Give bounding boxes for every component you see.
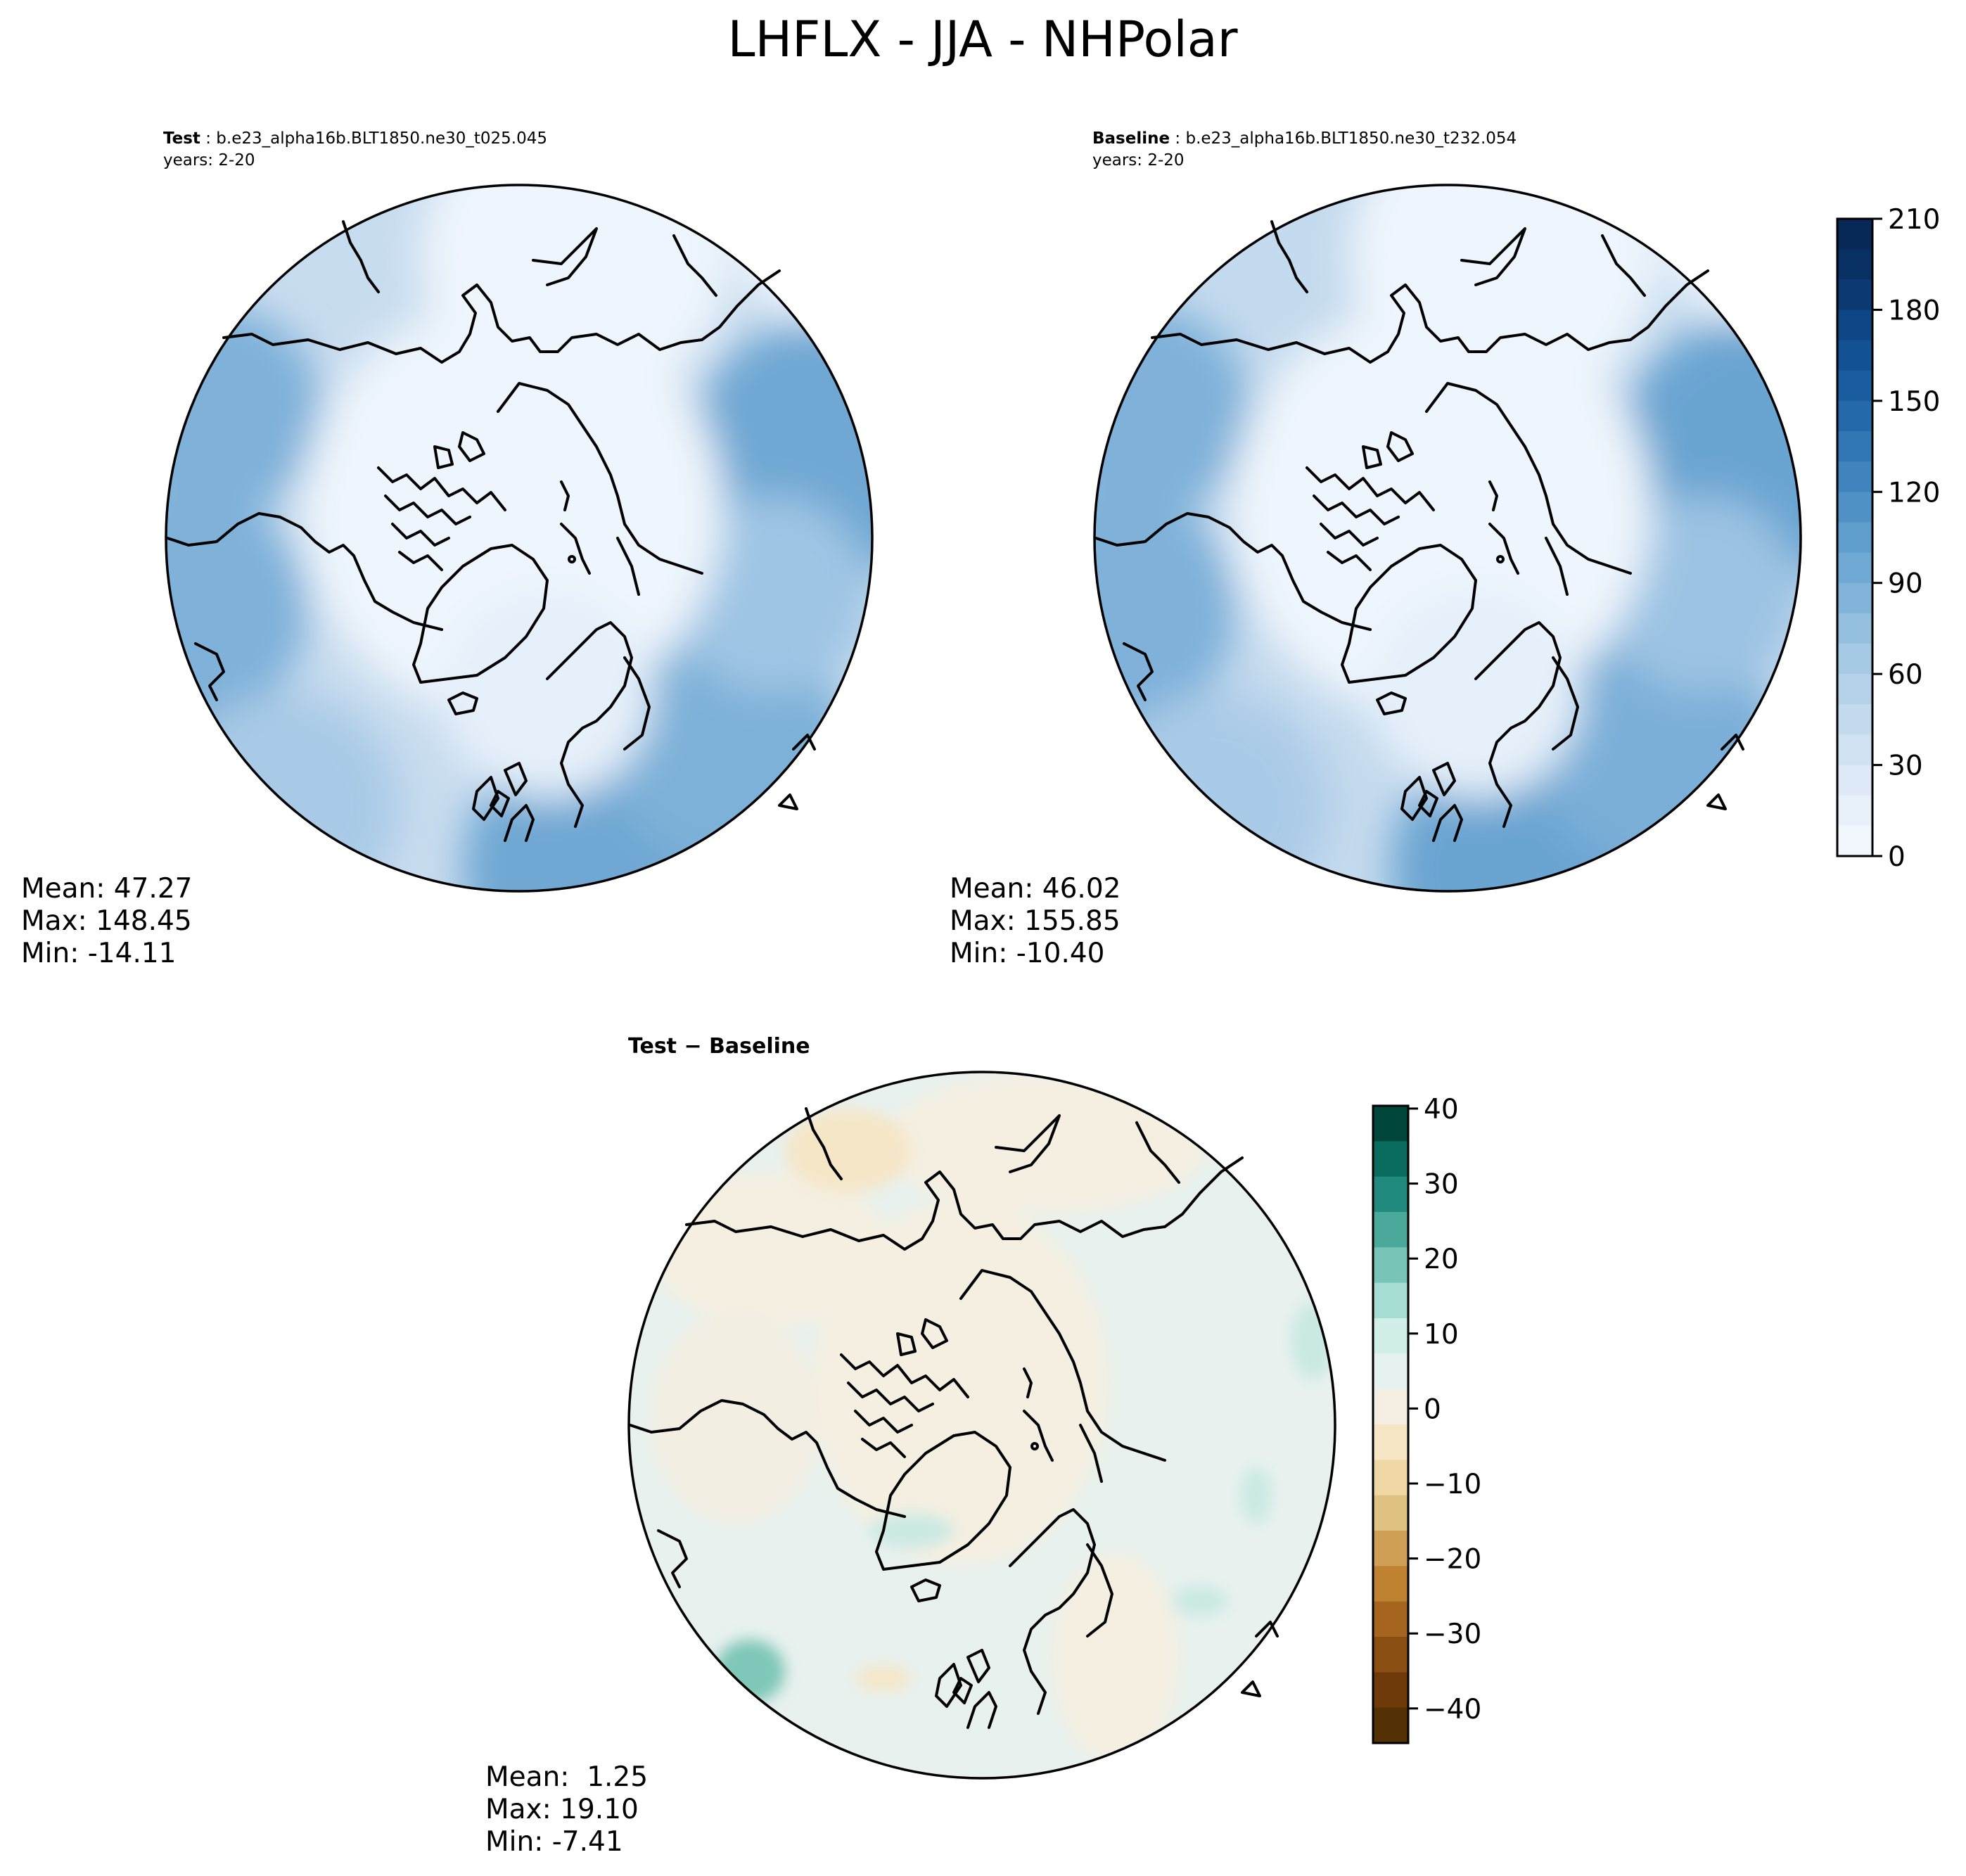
- baseline-years: years: 2-20: [1092, 151, 1185, 170]
- diff-map: [627, 1071, 1336, 1780]
- baseline-panel-header: Baseline : b.e23_alpha16b.BLT1850.ne30_t…: [1092, 129, 1517, 170]
- main-colorbar: 0 30 60 90 120 150 180 210: [1836, 204, 1940, 873]
- test-panel-header: Test : b.e23_alpha16b.BLT1850.ne30_t025.…: [163, 129, 547, 170]
- diff-colorbar-tick-label: −20: [1424, 1544, 1481, 1576]
- test-stats: Mean: 47.27 Max: 148.45 Min: -14.11: [21, 873, 192, 969]
- baseline-mean: Mean: 46.02: [950, 873, 1121, 905]
- diff-colorbar-swatch: [1373, 1531, 1408, 1566]
- test-mean: Mean: 47.27: [21, 873, 192, 905]
- baseline-map: [1093, 184, 1802, 893]
- main-colorbar-tick-label: 30: [1888, 751, 1923, 782]
- diff-colorbar: 40 30 20 10 0 −10 −20 −30 −40: [1372, 1094, 1481, 1744]
- diff-colorbar-swatch: [1373, 1318, 1408, 1354]
- main-colorbar-swatch: [1837, 734, 1872, 766]
- main-colorbar-tick-label: 150: [1888, 386, 1940, 418]
- main-colorbar-swatch: [1837, 795, 1872, 827]
- diff-mean: Mean: 1.25: [485, 1761, 648, 1793]
- diff-colorbar-swatch: [1373, 1672, 1408, 1709]
- diff-colorbar-swatch: [1373, 1247, 1408, 1284]
- main-colorbar-outline: [1836, 217, 1874, 857]
- main-colorbar-tick-label: 120: [1888, 477, 1940, 509]
- main-colorbar-swatch: [1837, 310, 1872, 341]
- diff-colorbar-tick-label: −10: [1424, 1469, 1481, 1500]
- baseline-max: Max: 155.85: [950, 905, 1121, 937]
- diff-colorbar-swatch: [1373, 1566, 1408, 1602]
- main-colorbar-swatch: [1837, 644, 1872, 675]
- diff-colorbar-swatch: [1373, 1495, 1408, 1531]
- diff-colorbar-swatch: [1373, 1212, 1408, 1248]
- main-colorbar-swatch: [1837, 522, 1872, 554]
- main-colorbar-swatch: [1837, 704, 1872, 736]
- main-colorbar-swatch: [1837, 461, 1872, 492]
- main-colorbar-swatch: [1837, 340, 1872, 371]
- main-colorbar-tick-label: 0: [1888, 841, 1906, 873]
- diff-colorbar-swatch: [1373, 1389, 1408, 1425]
- main-colorbar-swatch: [1837, 279, 1872, 311]
- baseline-label: Baseline: [1092, 129, 1170, 148]
- baseline-stats: Mean: 46.02 Max: 155.85 Min: -10.40: [950, 873, 1121, 969]
- diff-colorbar-swatch: [1373, 1141, 1408, 1178]
- main-colorbar-swatch: [1837, 431, 1872, 462]
- test-label: Test: [163, 129, 200, 148]
- diff-colorbar-tick-label: 0: [1424, 1393, 1441, 1425]
- test-max: Max: 148.45: [21, 905, 192, 937]
- main-colorbar-swatch: [1837, 613, 1872, 644]
- baseline-case-name: : b.e23_alpha16b.BLT1850.ne30_t232.054: [1170, 129, 1517, 148]
- svg-text:Baseline : b.e23_alpha16b.BLT1: Baseline : b.e23_alpha16b.BLT1850.ne30_t…: [1092, 129, 1517, 148]
- main-colorbar-swatch: [1837, 674, 1872, 705]
- test-years: years: 2-20: [163, 151, 255, 170]
- main-colorbar-swatch: [1837, 552, 1872, 584]
- diff-colorbar-tick-label: −30: [1424, 1619, 1481, 1650]
- main-colorbar-swatch: [1837, 582, 1872, 614]
- main-colorbar-swatch: [1837, 492, 1872, 523]
- main-colorbar-swatch: [1837, 400, 1872, 432]
- diff-colorbar-swatch: [1373, 1707, 1408, 1744]
- diff-colorbar-swatch: [1373, 1353, 1408, 1390]
- diff-max: Max: 19.10: [485, 1794, 639, 1825]
- diff-colorbar-tick-label: 30: [1424, 1169, 1459, 1201]
- baseline-min: Min: -10.40: [950, 938, 1104, 969]
- main-colorbar-tick-label: 180: [1888, 295, 1940, 326]
- diff-colorbar-tick-label: 40: [1424, 1094, 1459, 1125]
- test-min: Min: -14.11: [21, 938, 176, 969]
- main-colorbar-swatch: [1837, 765, 1872, 796]
- diff-panel-header: Test − Baseline: [628, 1034, 810, 1059]
- main-colorbar-tick-label: 60: [1888, 659, 1923, 691]
- diff-colorbar-tick-label: 20: [1424, 1244, 1459, 1275]
- figure-title: LHFLX - JJA - NHPolar: [728, 11, 1238, 68]
- diff-min: Min: -7.41: [485, 1826, 623, 1858]
- diff-colorbar-swatch: [1373, 1424, 1408, 1460]
- diff-colorbar-swatch: [1373, 1106, 1408, 1142]
- main-colorbar-tick-label: 210: [1888, 204, 1940, 236]
- diff-colorbar-swatch: [1373, 1601, 1408, 1638]
- test-map: [165, 184, 874, 893]
- diff-colorbar-swatch: [1373, 1460, 1408, 1496]
- main-colorbar-swatch: [1837, 219, 1872, 250]
- svg-text:Test : b.e23_alpha16b.BLT1850.: Test : b.e23_alpha16b.BLT1850.ne30_t025.…: [163, 129, 547, 148]
- diff-colorbar-outline: [1372, 1104, 1410, 1744]
- diff-colorbar-swatch: [1373, 1637, 1408, 1673]
- diff-stats: Mean: 1.25 Max: 19.10 Min: -7.41: [485, 1761, 648, 1858]
- diff-colorbar-tick-label: −40: [1424, 1694, 1481, 1725]
- main-colorbar-swatch: [1837, 370, 1872, 402]
- diff-colorbar-swatch: [1373, 1282, 1408, 1319]
- diff-colorbar-tick-label: 10: [1424, 1319, 1459, 1351]
- main-colorbar-tick-label: 90: [1888, 568, 1923, 600]
- test-case-name: : b.e23_alpha16b.BLT1850.ne30_t025.045: [200, 129, 547, 148]
- main-colorbar-swatch: [1837, 825, 1872, 857]
- diff-colorbar-swatch: [1373, 1176, 1408, 1213]
- main-colorbar-swatch: [1837, 249, 1872, 280]
